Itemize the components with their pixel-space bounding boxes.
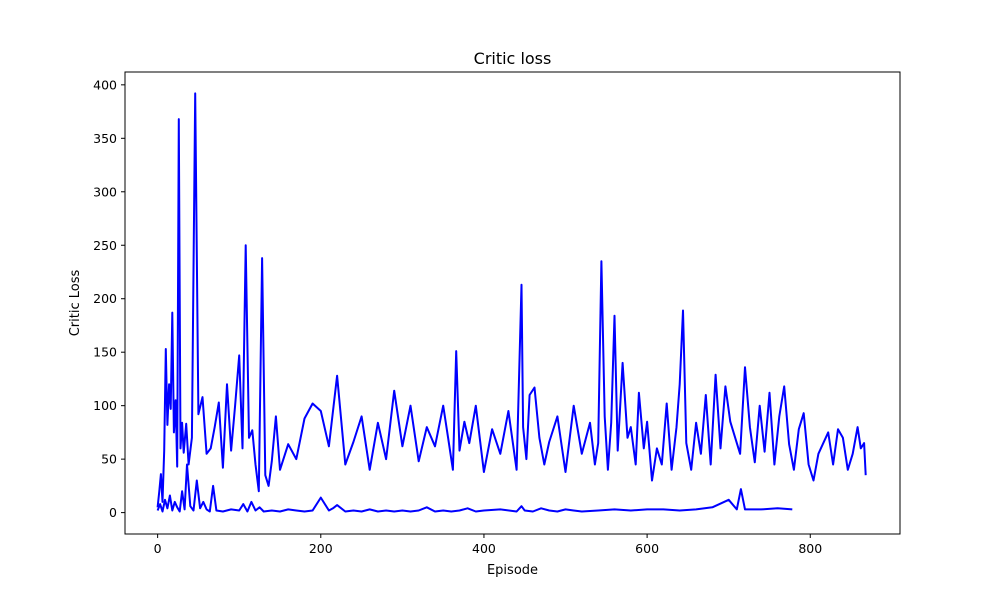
y-tick-label: 0 bbox=[109, 505, 117, 520]
y-tick-label: 100 bbox=[93, 398, 117, 413]
y-tick-label: 200 bbox=[93, 291, 117, 306]
x-tick-label: 600 bbox=[635, 541, 659, 556]
x-tick-label: 200 bbox=[309, 541, 333, 556]
x-axis-ticks: 0 200 400 600 800 bbox=[154, 534, 822, 556]
y-axis-ticks: 0 50 100 150 200 250 300 350 400 bbox=[93, 77, 125, 520]
y-tick-label: 350 bbox=[93, 131, 117, 146]
y-tick-label: 50 bbox=[101, 452, 117, 467]
series-line-1 bbox=[156, 92, 867, 508]
plot-area bbox=[124, 71, 901, 535]
x-tick-label: 400 bbox=[472, 541, 496, 556]
x-axis-label: Episode bbox=[487, 563, 538, 578]
series-layer bbox=[156, 92, 867, 513]
y-tick-label: 300 bbox=[93, 184, 117, 199]
x-tick-label: 800 bbox=[798, 541, 822, 556]
y-tick-label: 400 bbox=[93, 77, 117, 92]
plot-frame bbox=[124, 71, 901, 535]
series-line-2 bbox=[156, 463, 793, 513]
y-tick-label: 150 bbox=[93, 345, 117, 360]
y-axis-label: Critic Loss bbox=[68, 270, 83, 337]
chart-title: Critic loss bbox=[474, 49, 552, 68]
x-tick-label: 0 bbox=[154, 541, 162, 556]
y-tick-label: 250 bbox=[93, 238, 117, 253]
